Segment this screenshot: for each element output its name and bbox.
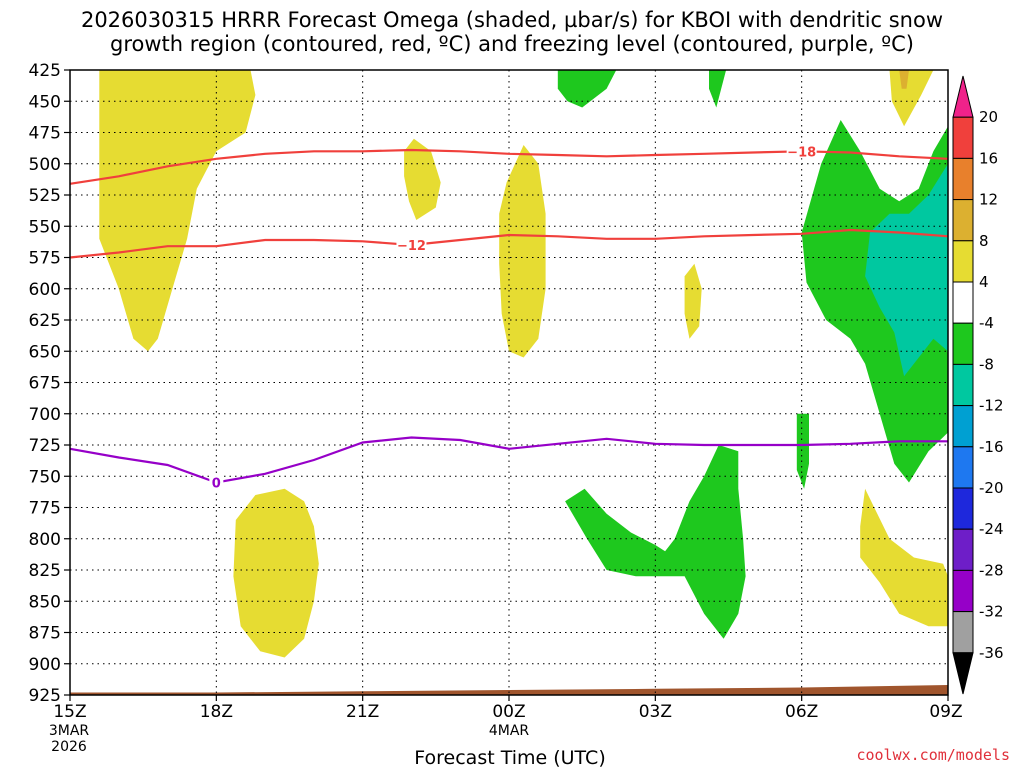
contour-label-bg [209,474,224,490]
y-tick-label: 775 [29,499,61,519]
y-tick-label: 875 [29,624,61,644]
colorbar-bin [952,363,974,407]
contour-label-bg [396,237,427,252]
chart-title-line-2: growth region (contoured, red, ºC) and f… [110,32,914,56]
contour-label--18: −18 [787,145,816,160]
colorbar-bin [952,528,974,571]
y-tick-label: 500 [29,155,61,175]
contour-line--12 [69,228,949,259]
x-tick-label: 21Z [346,702,379,722]
colorbar-bin [952,487,974,530]
colorbar-label: 16 [979,149,998,167]
y-tick-label: 900 [29,655,61,675]
x-tick-sublabel-date: 3MAR [49,723,90,739]
y-axis: 425 450 475 500 525 550 575 600 625 650 675 700 725 7… [29,61,70,706]
colorbar-label: -4 [979,314,994,332]
colorbar-bin [952,322,974,365]
x-tick-label: 18Z [200,702,233,722]
y-tick-label: 800 [29,530,61,550]
omega-region-4 [233,488,319,658]
colorbar-label: -32 [979,603,1004,621]
colorbar-label: -8 [979,355,994,373]
omega-region-12 [796,413,809,489]
y-tick-label: 525 [29,186,61,206]
terrain-layer [70,685,948,695]
y-tick-label: 600 [29,280,61,300]
y-tick-label: 550 [29,217,61,237]
colorbar-label: 20 [979,108,998,126]
omega-region-0 [99,70,256,352]
x-tick-label: 06Z [785,702,818,722]
contour-lines: −18 −12 0 [69,143,949,492]
omega-shaded-regions [99,70,948,658]
colorbar-label: -12 [979,397,1004,415]
x-tick-label: 15Z [53,702,86,722]
y-tick-label: 575 [29,249,61,269]
colorbar-label: -36 [979,644,1004,662]
y-tick-label: 825 [29,561,61,581]
colorbar-bin [952,157,974,201]
x-tick-sublabel-date: 4MAR [489,723,530,739]
colorbar-label: 4 [979,273,989,291]
y-tick-label: 425 [29,61,61,81]
colorbar-bin-top-triangle [952,75,974,118]
y-tick-label: 475 [29,124,61,144]
y-tick-label: 450 [29,92,61,112]
y-tick-label: 650 [29,342,61,362]
colorbar-bin [952,199,974,242]
colorbar-label: -20 [979,479,1004,497]
x-tick-sublabel-year: 2026 [51,739,87,755]
x-axis-title: Forecast Time (UTC) [414,747,605,768]
contour-label-bg [786,143,817,159]
omega-region-11 [865,163,948,377]
y-tick-label: 850 [29,592,61,612]
omega-region-1 [404,138,441,220]
terrain-band [70,685,948,695]
omega-region-6 [899,70,909,89]
y-tick-label: 725 [29,436,61,456]
colorbar-label: 12 [979,191,998,209]
colorbar-label: -16 [979,438,1004,456]
colorbar-bin [952,569,974,613]
colorbar: 20 16 12 8 4 -4 -8 -12 -16 -20 -24 -28 -32 -36 [952,75,1004,695]
omega-region-2 [499,145,546,358]
omega-region-5 [889,70,934,127]
colorbar-bin-bottom-triangle [952,652,974,695]
omega-region-13 [565,445,746,639]
colorbar-label: 8 [979,232,989,250]
colorbar-bin [952,240,974,283]
colorbar-label: -28 [979,561,1004,579]
omega-region-7 [860,488,948,627]
colorbar-bin [952,281,974,324]
y-tick-label: 675 [29,374,61,394]
contour-label--12: −12 [397,239,426,254]
x-tick-label: 00Z [492,702,525,722]
x-tick-label: 03Z [639,702,672,722]
credit-text: coolwx.com/models [856,746,1010,764]
contour-label-0: 0 [212,477,221,492]
chart-title-line-1: 2026030315 HRRR Forecast Omega (shaded, … [81,8,943,32]
y-tick-label: 925 [29,686,61,706]
omega-region-10 [801,120,948,483]
y-tick-label: 625 [29,311,61,331]
colorbar-bin [952,116,974,159]
colorbar-bin [952,405,974,448]
colorbar-bin [952,611,974,654]
omega-region-8 [557,70,617,108]
y-tick-label: 700 [29,405,61,425]
colorbar-label: -24 [979,520,1004,538]
omega-region-9 [709,70,727,108]
y-tick-label: 750 [29,467,61,487]
colorbar-bin [952,446,974,489]
x-tick-label: 09Z [929,702,962,722]
